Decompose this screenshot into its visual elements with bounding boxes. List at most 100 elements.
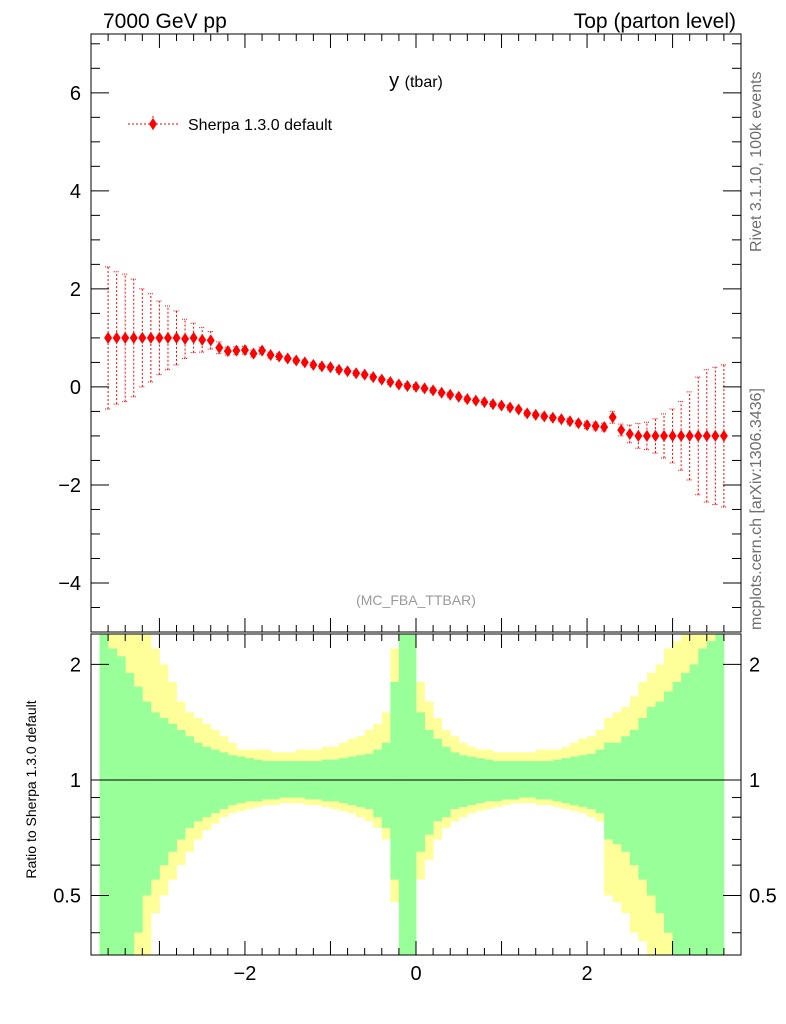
ratio-y-tick-label-right: 0.5 [749,886,777,908]
band-green-bin [202,746,212,818]
data-point [583,419,592,432]
data-point [548,411,557,424]
ratio-y-tick-label-right: 1 [749,770,760,792]
band-green-bin [193,742,203,822]
data-point [437,386,446,399]
band-green-bin [176,729,186,840]
data-point [403,379,412,392]
ratio-y-tick-label-right: 2 [749,654,760,676]
band-green-bin [219,752,229,810]
band-green-bin [108,648,118,955]
y-tick-label: 6 [70,83,81,105]
data-point [249,347,258,360]
plot-title: y (tbar) [389,70,443,92]
legend-label: Sherpa 1.3.0 default [188,117,333,134]
y-tick-label: 2 [70,279,81,301]
band-green-bin [681,672,691,955]
data-point [206,334,215,347]
data-point [146,331,155,344]
data-point [557,413,566,426]
data-point [275,350,284,363]
band-green-bin [287,761,297,798]
band-green-bin [364,753,374,810]
band-green-bin [578,755,588,808]
band-green-bin [116,656,126,955]
mcplots-label: mcplots.cern.ch [arXiv:1306.3436] [748,388,765,630]
data-point [531,408,540,421]
band-green-bin [99,634,109,955]
band-green-bin [664,691,673,933]
band-green-bin [133,686,143,933]
data-point [223,345,232,358]
band-green-bin [356,755,366,808]
data-point [181,332,190,345]
band-green-bin [561,758,571,804]
data-point [660,429,669,442]
data-point [300,356,309,369]
data-point [617,424,626,437]
band-green-bin [569,756,579,806]
data-point [326,361,335,374]
band-green-bin [407,634,417,955]
band-green-bin [689,664,699,955]
y-tick-label: 4 [70,181,81,203]
data-point [497,399,506,412]
watermark: (MC_FBA_TTBAR) [356,592,476,608]
data-point [240,344,249,357]
data-point [283,352,292,365]
data-point [352,367,361,380]
x-tick-label: −2 [234,963,257,985]
band-green-bin [185,736,195,828]
data-point [642,429,651,442]
data-point [523,407,532,420]
data-point [394,378,403,391]
data-point [694,429,703,442]
ratio-panel: 0.5 0.5 1 1 2 2 −2 0 2 Ratio to Sherpa 1.3.0 defa… [23,633,777,985]
data-point [258,344,267,357]
data-point [540,410,549,423]
band-green-bin [450,752,460,810]
data-point [292,354,301,367]
ratio-y-tick-label: 2 [70,654,81,676]
data-point [471,394,480,407]
data-point [711,429,720,442]
band-green-bin [347,756,357,806]
band-green-bin [424,729,434,835]
data-point [360,368,369,381]
y-tick-label: 0 [70,377,81,399]
data-point [335,363,344,376]
band-green-bin [416,712,425,852]
band-green-bin [612,742,622,845]
band-green-bin [638,718,648,880]
ratio-y-tick-label: 1 [70,770,81,792]
y-tick-label: −4 [58,573,81,595]
band-green-bin [150,712,160,880]
data-point [565,415,574,428]
band-green-bin [125,672,135,955]
data-point [591,420,600,433]
data-point [104,331,113,344]
data-point [668,429,677,442]
data-point [317,360,326,373]
band-green-bin [373,749,383,818]
data-point [514,403,523,416]
data-point [429,384,438,397]
data-point [198,333,207,346]
main-panel: −4 −2 0 2 4 6 y (tbar) Sherpa 1.3.0 default (MC_… [58,33,742,633]
band-green-bin [621,736,631,852]
data-point [121,331,130,344]
data-point [163,331,172,344]
data-point [480,396,489,409]
band-green-bin [159,718,169,866]
band-green-bin [646,706,656,896]
band-green-bin [441,746,451,818]
band-green-bin [629,729,639,866]
data-point [232,344,241,357]
data-point [138,331,147,344]
band-green-bin [604,742,614,840]
data-point [343,365,352,378]
data-point [702,429,711,442]
data-point [386,376,395,389]
band-green-bin [595,749,605,814]
